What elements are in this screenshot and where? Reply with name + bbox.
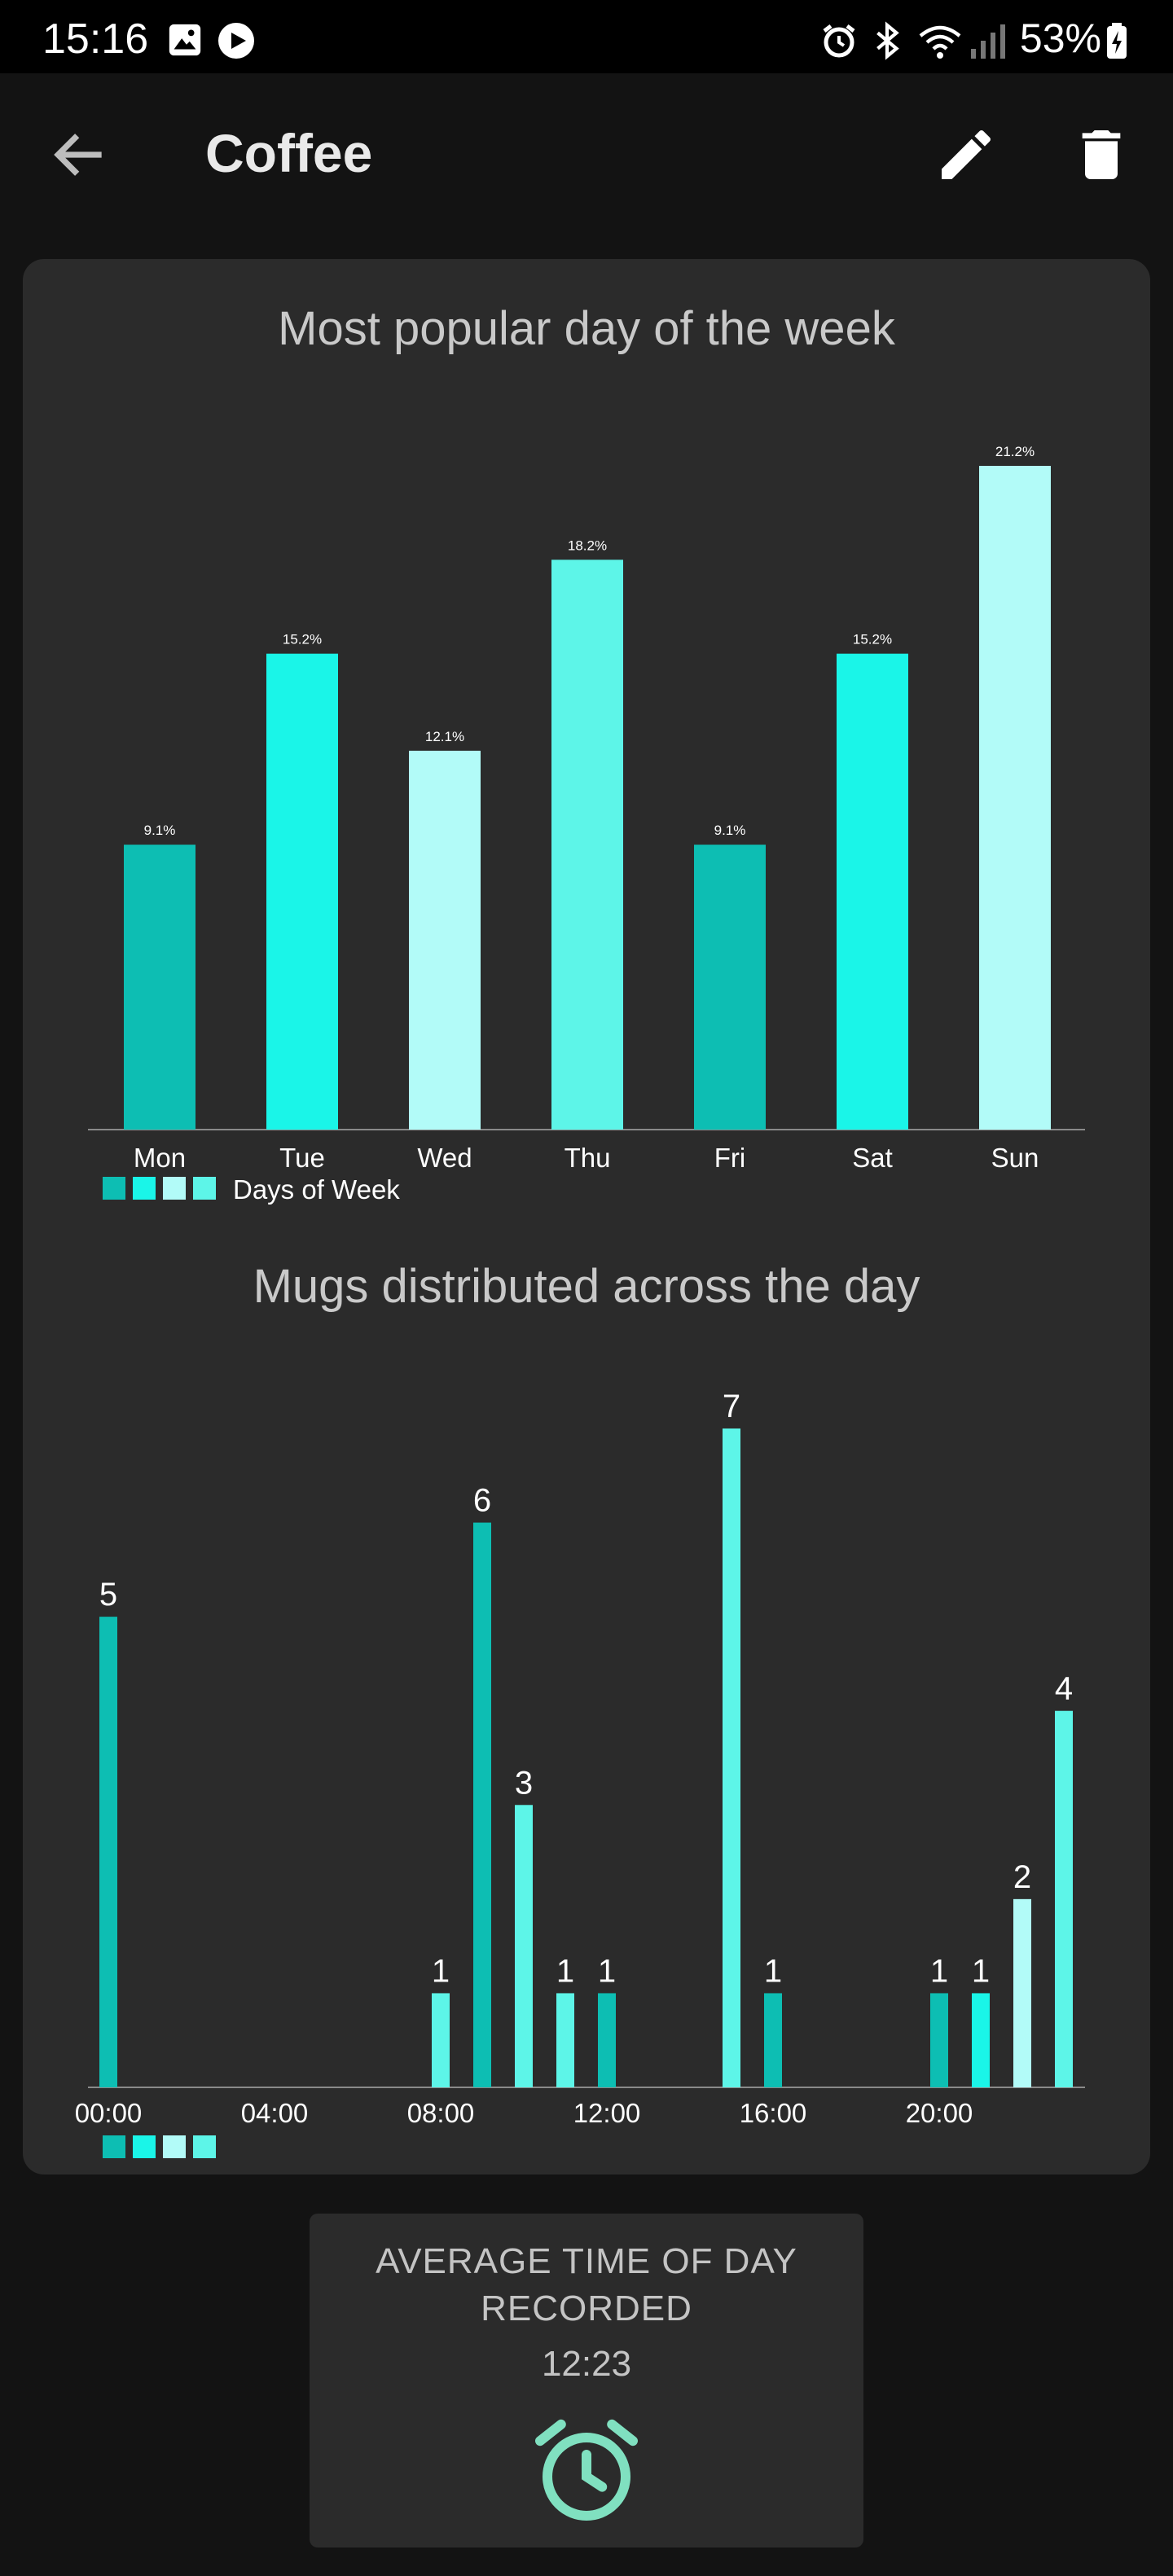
x-tick-label: Sun [991, 1143, 1039, 1173]
x-tick-label: Fri [714, 1143, 745, 1173]
data-label: 18.2% [568, 538, 607, 553]
app-bar: Coffee [0, 73, 1173, 236]
data-label: 21.2% [995, 444, 1035, 459]
data-label: 1 [764, 1953, 782, 1989]
data-label: 9.1% [714, 823, 746, 838]
status-time: 15:16 [42, 15, 149, 63]
x-tick-label: Sat [852, 1143, 893, 1173]
legend-swatch [193, 2135, 216, 2158]
page-title: Coffee [205, 123, 373, 183]
x-tick-label: Thu [565, 1143, 611, 1173]
data-label: 1 [930, 1953, 948, 1989]
back-arrow-icon[interactable] [47, 122, 112, 187]
bar-sat [837, 653, 908, 1130]
x-tick-label: Wed [417, 1143, 472, 1173]
bar-hour-20 [930, 1993, 948, 2087]
bar-hour-11 [556, 1993, 574, 2087]
data-label: 1 [972, 1953, 990, 1989]
x-tick-label: Mon [134, 1143, 186, 1173]
data-label: 15.2% [283, 632, 322, 647]
bar-sun [979, 466, 1051, 1130]
bar-hour-12 [598, 1993, 616, 2087]
average-time-card: AVERAGE TIME OF DAY RECORDED 12:23 [310, 2214, 863, 2547]
data-label: 12.1% [425, 729, 464, 744]
weekday-bar-chart: 9.1% Mon 15.2% Tue 12.1% Wed 18.2% Thu 9.1% Fri 15… [88, 444, 1085, 1205]
delete-trash-icon[interactable] [1069, 122, 1134, 187]
x-tick-label: 12:00 [573, 2098, 641, 2128]
bar-fri [694, 845, 766, 1130]
bar-hour-10 [515, 1805, 533, 2087]
bar-thu [551, 560, 623, 1130]
gallery-icon [169, 24, 201, 56]
data-label: 1 [432, 1953, 450, 1989]
x-tick-label: 08:00 [407, 2098, 475, 2128]
data-label: 7 [723, 1389, 740, 1424]
bar-tue [266, 653, 338, 1130]
data-label: 9.1% [144, 823, 176, 838]
bar-hour-15 [723, 1428, 740, 2087]
legend-swatch [193, 1177, 216, 1200]
data-label: 1 [556, 1953, 574, 1989]
x-tick-label: 20:00 [906, 2098, 973, 2128]
data-label: 5 [99, 1577, 117, 1613]
status-bar: 15:16 53% [0, 0, 1173, 73]
legend-swatch [133, 1177, 156, 1200]
x-tick-label: 04:00 [241, 2098, 309, 2128]
alarm-clock-icon [535, 2419, 638, 2521]
battery-percent: 53% [1019, 15, 1101, 61]
edit-pencil-icon[interactable] [934, 122, 999, 187]
x-tick-label: 16:00 [740, 2098, 807, 2128]
legend-swatch [133, 2135, 156, 2158]
alarm-icon [823, 24, 855, 58]
average-time-label: AVERAGE TIME OF DAY RECORDED [376, 2241, 797, 2328]
bar-wed [409, 750, 481, 1130]
chart-title-weekday: Most popular day of the week [278, 302, 895, 355]
x-tick-label: Tue [279, 1143, 325, 1173]
legend-swatch [163, 1177, 186, 1200]
legend-swatch [103, 1177, 125, 1200]
bar-hour-16 [764, 1993, 782, 2087]
bar-mon [124, 845, 196, 1130]
legend-swatch [103, 2135, 125, 2158]
bar-hour-23 [1055, 1710, 1073, 2087]
bar-hour-9 [473, 1522, 491, 2087]
data-label: 6 [473, 1483, 491, 1519]
signal-icon [971, 24, 1005, 59]
data-label: 4 [1055, 1671, 1073, 1707]
chart-title-hourly: Mugs distributed across the day [253, 1260, 920, 1313]
data-label: 2 [1013, 1859, 1031, 1895]
bar-hour-0 [99, 1617, 117, 2087]
bar-hour-8 [432, 1993, 450, 2087]
legend-label: Days of Week [233, 1174, 400, 1205]
data-label: 1 [598, 1953, 616, 1989]
bar-hour-21 [972, 1993, 990, 2087]
battery-icon [1107, 23, 1127, 59]
bar-hour-22 [1013, 1898, 1031, 2087]
data-label: 3 [515, 1765, 533, 1801]
wifi-icon [919, 25, 961, 59]
play-icon [218, 23, 254, 59]
average-time-value: 12:23 [541, 2344, 632, 2384]
bluetooth-icon [876, 21, 899, 60]
data-label: 15.2% [853, 632, 892, 647]
legend-swatch [163, 2135, 186, 2158]
x-tick-label: 00:00 [75, 2098, 143, 2128]
